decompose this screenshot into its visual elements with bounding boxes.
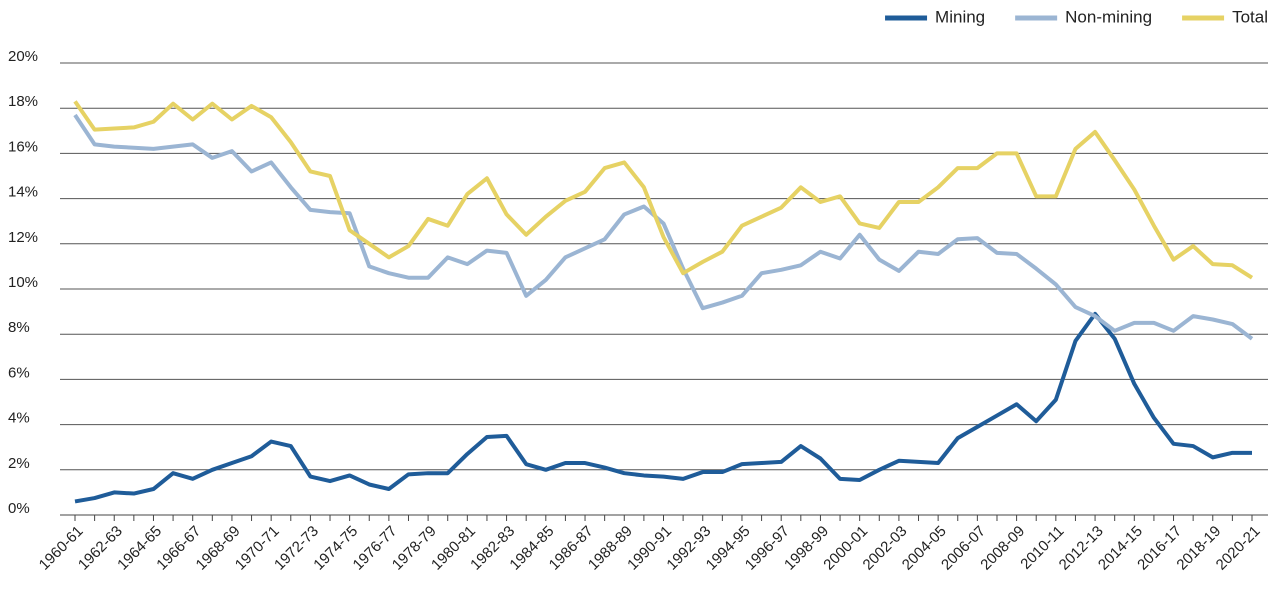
x-tick-label: 2020-21 bbox=[1213, 523, 1264, 574]
y-tick-label: 18% bbox=[8, 93, 38, 110]
y-tick-label: 16% bbox=[8, 138, 38, 155]
y-tick-label: 12% bbox=[8, 229, 38, 246]
y-tick-label: 0% bbox=[8, 500, 30, 517]
legend-label: Total bbox=[1232, 7, 1268, 26]
line-series bbox=[74, 311, 1252, 504]
y-tick-label: 10% bbox=[8, 274, 38, 291]
y-tick-label: 2% bbox=[8, 455, 30, 472]
line-series bbox=[73, 113, 1254, 341]
x-tick-label: 2008-09 bbox=[977, 523, 1028, 574]
line-series bbox=[73, 100, 1254, 280]
legend-label: Mining bbox=[935, 7, 985, 26]
y-tick-label: 20% bbox=[8, 48, 38, 65]
y-tick-label: 14% bbox=[8, 184, 38, 201]
y-tick-label: 6% bbox=[8, 364, 30, 381]
legend-label: Non-mining bbox=[1065, 7, 1152, 26]
y-tick-label: 4% bbox=[8, 410, 30, 427]
y-tick-label: 8% bbox=[8, 319, 30, 336]
